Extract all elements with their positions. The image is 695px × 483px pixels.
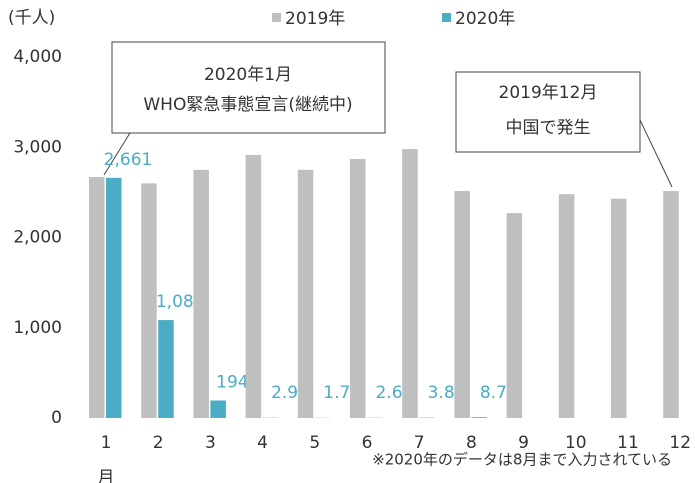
unit-label: (千人) [8, 8, 55, 28]
legend-swatch [272, 13, 281, 22]
bar [558, 194, 575, 418]
bar [141, 183, 157, 418]
bar [193, 169, 209, 418]
data-label: 8.7 [480, 383, 507, 403]
x-tick-label: 2 [153, 433, 164, 453]
callout-pointer [639, 119, 673, 188]
callout-text: WHO緊急事態宣言(継続中) [143, 95, 352, 115]
x-tick-label: 7 [414, 433, 425, 453]
x-tick-label: 5 [309, 433, 320, 453]
x-tick-label: 4 [257, 433, 268, 453]
data-label: 2.9 [271, 383, 298, 403]
x-suffix-label: 月 [98, 468, 115, 483]
callout-pointer [103, 132, 131, 176]
data-label: 1.7 [323, 383, 350, 403]
callout-text: 2019年12月 [499, 83, 598, 103]
bar [506, 213, 523, 418]
bar [245, 154, 262, 418]
bar [106, 177, 122, 418]
y-tick-label: 4,000 [13, 47, 62, 67]
bar [350, 158, 366, 419]
bar [663, 191, 679, 418]
x-tick-label: 1 [101, 433, 112, 453]
bar [89, 177, 105, 418]
y-tick-label: 0 [51, 408, 62, 428]
callout-box [455, 71, 641, 153]
bar [158, 320, 174, 418]
data-label: 2,661 [104, 150, 153, 170]
x-tick-label: 3 [205, 433, 216, 453]
x-tick-label: 9 [518, 433, 529, 453]
x-tick-label: 11 [617, 433, 639, 453]
x-tick-label: 12 [669, 433, 691, 453]
legend-label: 2019年 [285, 9, 345, 29]
data-label: 1,085 [156, 292, 205, 312]
bar [611, 198, 627, 418]
callout-box [111, 41, 386, 134]
data-label: 194 [216, 372, 248, 392]
callout-text: 2020年1月 [204, 65, 292, 85]
bar [210, 400, 226, 418]
legend-swatch [442, 13, 451, 22]
bar [402, 149, 418, 418]
x-tick-label: 8 [466, 433, 477, 453]
x-tick-label: 6 [362, 433, 373, 453]
data-label: 2.6 [375, 383, 402, 403]
bar [454, 191, 470, 418]
y-tick-label: 2,000 [13, 228, 62, 248]
data-label: 3.8 [428, 383, 455, 403]
bar [471, 417, 487, 418]
x-tick-label: 10 [565, 433, 587, 453]
legend-label: 2020年 [455, 9, 515, 29]
y-tick-label: 1,000 [13, 318, 62, 338]
bar [297, 169, 314, 418]
footnote: ※2020年のデータは8月まで入力されている [372, 451, 672, 469]
callout-text: 中国で発生 [506, 118, 591, 138]
y-tick-label: 3,000 [13, 137, 62, 157]
